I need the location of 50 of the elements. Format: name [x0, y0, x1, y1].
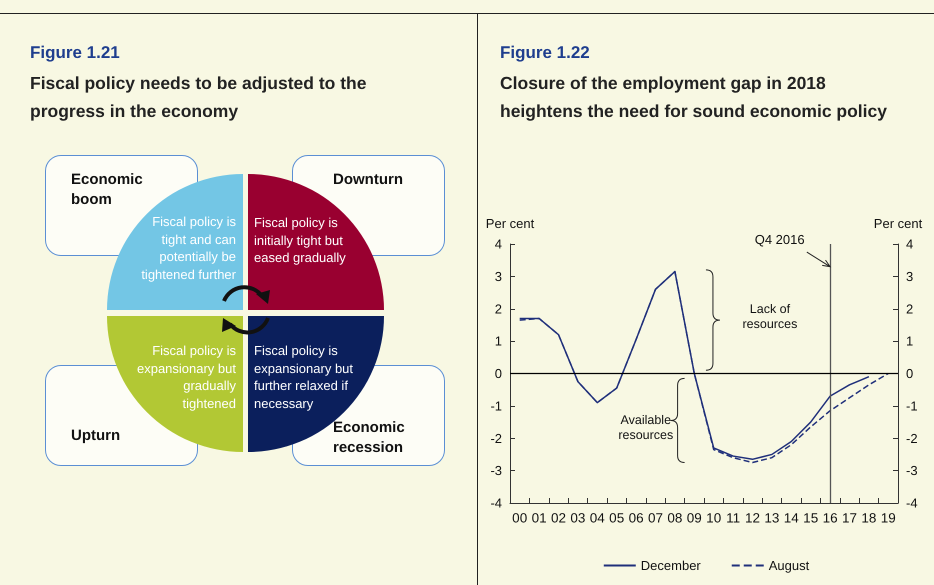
- x-tick-label: 04: [590, 510, 606, 526]
- y-tick-label: -2: [490, 430, 502, 446]
- chart-title: Figure 1.22: [500, 43, 590, 63]
- x-tick-label: 13: [764, 510, 780, 526]
- legend-label: August: [768, 558, 810, 573]
- legend-label: December: [640, 558, 702, 573]
- y-tick-label: 2: [494, 301, 502, 316]
- x-tick-label: 01: [532, 510, 547, 526]
- y-axis-title: Per cent: [486, 216, 535, 231]
- y2-tick-label: 1: [906, 334, 914, 349]
- y-tick-label: 4: [494, 236, 502, 252]
- x-tick-label: 14: [784, 510, 800, 526]
- annotation: Lack of resources: [742, 302, 798, 332]
- annotation: Available resources: [617, 412, 674, 443]
- chart-subtitle: Closure of the employment gap in 2018 heightens the need for sound economic policy: [500, 72, 888, 123]
- y2-tick-label: 3: [906, 268, 914, 284]
- x-tick-label: 03: [570, 510, 586, 526]
- x-tick-label: 06: [628, 510, 644, 526]
- x-tick-label: 09: [686, 510, 702, 526]
- x-tick-label: 02: [550, 510, 566, 526]
- x-tick-label: 10: [706, 510, 722, 526]
- x-tick-label: 16: [822, 510, 838, 526]
- x-tick-label: 17: [842, 510, 858, 526]
- x-tick-label: 11: [726, 510, 740, 526]
- y-tick-label: 3: [494, 268, 502, 284]
- annotation: Q4 2016: [754, 232, 806, 247]
- y2-tick-label: 2: [906, 301, 914, 316]
- y-tick-label: -3: [490, 463, 502, 478]
- y-tick-label: -4: [490, 496, 502, 510]
- y2-tick-label: -3: [906, 463, 918, 478]
- y2-tick-label: -1: [906, 398, 918, 414]
- x-tick-label: 18: [861, 510, 876, 526]
- y2-tick-label: 4: [906, 236, 914, 252]
- y2-tick-label: 0: [906, 366, 914, 381]
- x-tick-label: 08: [667, 510, 682, 526]
- x-tick-label: 00: [512, 510, 528, 526]
- x-tick-label: 12: [744, 510, 760, 526]
- y2-tick-label: -2: [906, 430, 918, 446]
- text: Figure 1.21: [30, 43, 120, 63]
- x-tick-label: 19: [880, 510, 896, 526]
- x-tick-label: 05: [609, 510, 624, 526]
- y2-axis-title: Per cent: [874, 216, 923, 231]
- y-tick-label: 1: [494, 334, 502, 349]
- x-tick-label: 07: [648, 510, 664, 526]
- y2-tick-label: -4: [906, 496, 918, 510]
- text: Fiscal policy needs to be adjusted to the progress in the economy: [30, 72, 368, 123]
- y-tick-label: 0: [494, 366, 502, 381]
- x-tick-label: 15: [803, 510, 818, 526]
- text: Fiscal policy is expansionary but further relaxed if necessary: [254, 342, 354, 412]
- y-tick-label: -1: [490, 398, 502, 414]
